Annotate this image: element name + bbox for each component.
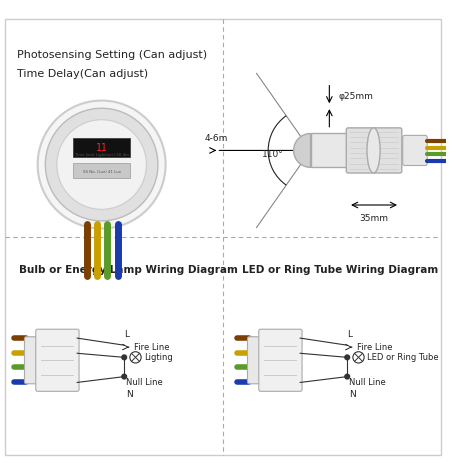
Text: Fire Line: Fire Line xyxy=(356,343,392,352)
Circle shape xyxy=(345,374,349,379)
Text: L: L xyxy=(124,329,129,338)
Text: 35mm: 35mm xyxy=(360,214,389,223)
Text: Ligting: Ligting xyxy=(144,353,173,362)
Circle shape xyxy=(122,374,127,379)
Text: 110°: 110° xyxy=(262,150,283,159)
Bar xyxy=(73,138,130,157)
FancyBboxPatch shape xyxy=(346,128,402,173)
FancyBboxPatch shape xyxy=(36,329,79,392)
Text: Time Delay(Can adjust): Time Delay(Can adjust) xyxy=(17,69,148,79)
Circle shape xyxy=(57,120,146,210)
Text: N: N xyxy=(349,390,356,399)
Text: 4-6m: 4-6m xyxy=(205,134,228,143)
FancyBboxPatch shape xyxy=(247,337,264,384)
Circle shape xyxy=(345,355,349,360)
Text: N: N xyxy=(126,390,133,399)
Text: Null Line: Null Line xyxy=(349,378,386,387)
Text: SS No. (Lux) 41 Lux: SS No. (Lux) 41 Lux xyxy=(82,170,120,174)
Text: Fire Line: Fire Line xyxy=(134,343,169,352)
Text: 11: 11 xyxy=(96,143,108,153)
Text: L: L xyxy=(347,329,352,338)
FancyBboxPatch shape xyxy=(25,337,41,384)
Circle shape xyxy=(46,108,158,221)
Bar xyxy=(73,163,130,178)
Wedge shape xyxy=(293,134,310,167)
FancyBboxPatch shape xyxy=(259,329,302,392)
Circle shape xyxy=(130,352,141,363)
Circle shape xyxy=(122,355,127,360)
FancyBboxPatch shape xyxy=(403,136,427,165)
Circle shape xyxy=(37,100,165,228)
Text: Photosensing Setting (Can adjust): Photosensing Setting (Can adjust) xyxy=(17,50,207,60)
Text: Null Line: Null Line xyxy=(126,378,163,387)
Text: LED or Ring Tube Wiring Diagram: LED or Ring Tube Wiring Diagram xyxy=(242,265,438,275)
Text: LED or Ring Tube: LED or Ring Tube xyxy=(367,353,438,362)
Text: φ25mm: φ25mm xyxy=(339,92,374,101)
Bar xyxy=(310,134,348,167)
Circle shape xyxy=(353,352,364,363)
Ellipse shape xyxy=(367,128,380,173)
Text: Bulb or Energy Lamp Wiring Diagram: Bulb or Energy Lamp Wiring Diagram xyxy=(19,265,237,275)
Text: Time limit Light(sec) 60 4m: Time limit Light(sec) 60 4m xyxy=(75,153,128,157)
